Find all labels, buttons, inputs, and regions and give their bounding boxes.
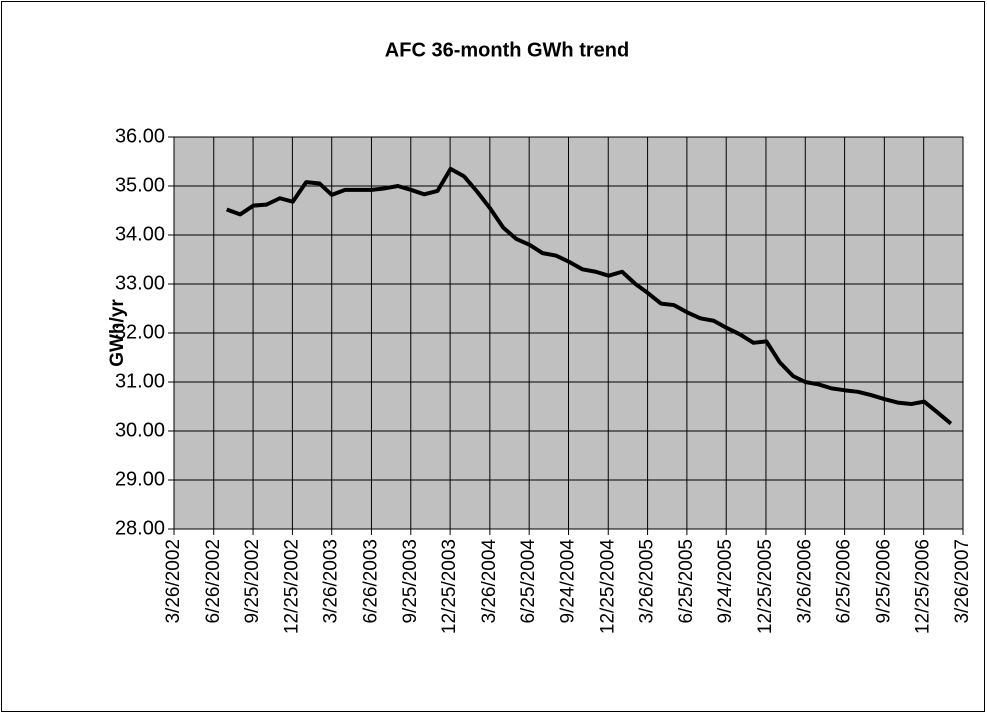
x-tick-label: 9/25/2006 [873, 539, 894, 624]
x-tick-label: 6/25/2006 [834, 539, 855, 624]
x-tick-label: 3/26/2007 [952, 539, 973, 624]
x-tick-label: 9/24/2004 [558, 539, 579, 624]
x-tick-label: 9/25/2003 [400, 539, 421, 624]
x-tick-label: 12/25/2004 [597, 539, 618, 635]
x-tick-label: 12/25/2006 [913, 539, 934, 634]
y-tick-label: 28.00 [115, 517, 165, 539]
x-tick-label: 3/26/2006 [794, 539, 815, 624]
x-tick-label: 6/26/2002 [203, 539, 224, 624]
y-tick-label: 35.00 [115, 174, 165, 196]
x-tick-label: 3/26/2002 [163, 539, 184, 624]
y-tick-label: 32.00 [115, 321, 165, 343]
y-tick-label: 31.00 [115, 370, 165, 392]
x-tick-label: 3/26/2005 [637, 539, 658, 624]
x-tick-label: 12/25/2005 [755, 539, 776, 634]
y-axis-label: GWh/yr [107, 299, 128, 367]
y-tick-label: 34.00 [115, 223, 165, 245]
y-tick-label: 30.00 [115, 419, 165, 441]
x-tick-label: 6/26/2003 [360, 539, 381, 624]
data-line [226, 166, 953, 426]
y-tick-label: 33.00 [115, 272, 165, 294]
x-tick-label: 12/25/2002 [281, 539, 302, 634]
chart-title: AFC 36-month GWh trend [385, 39, 629, 61]
y-tick-label: 29.00 [115, 468, 165, 490]
y-tick-label: 36.00 [115, 125, 165, 147]
x-tick-label: 9/25/2002 [242, 539, 263, 624]
x-tick-label: 9/24/2005 [715, 539, 736, 624]
x-tick-label: 12/25/2003 [439, 539, 460, 634]
x-tick-label: 6/25/2005 [676, 539, 697, 624]
x-tick-label: 3/26/2004 [479, 539, 500, 624]
x-tick-label: 6/25/2004 [518, 539, 539, 624]
x-tick-label: 3/26/2003 [321, 539, 342, 624]
